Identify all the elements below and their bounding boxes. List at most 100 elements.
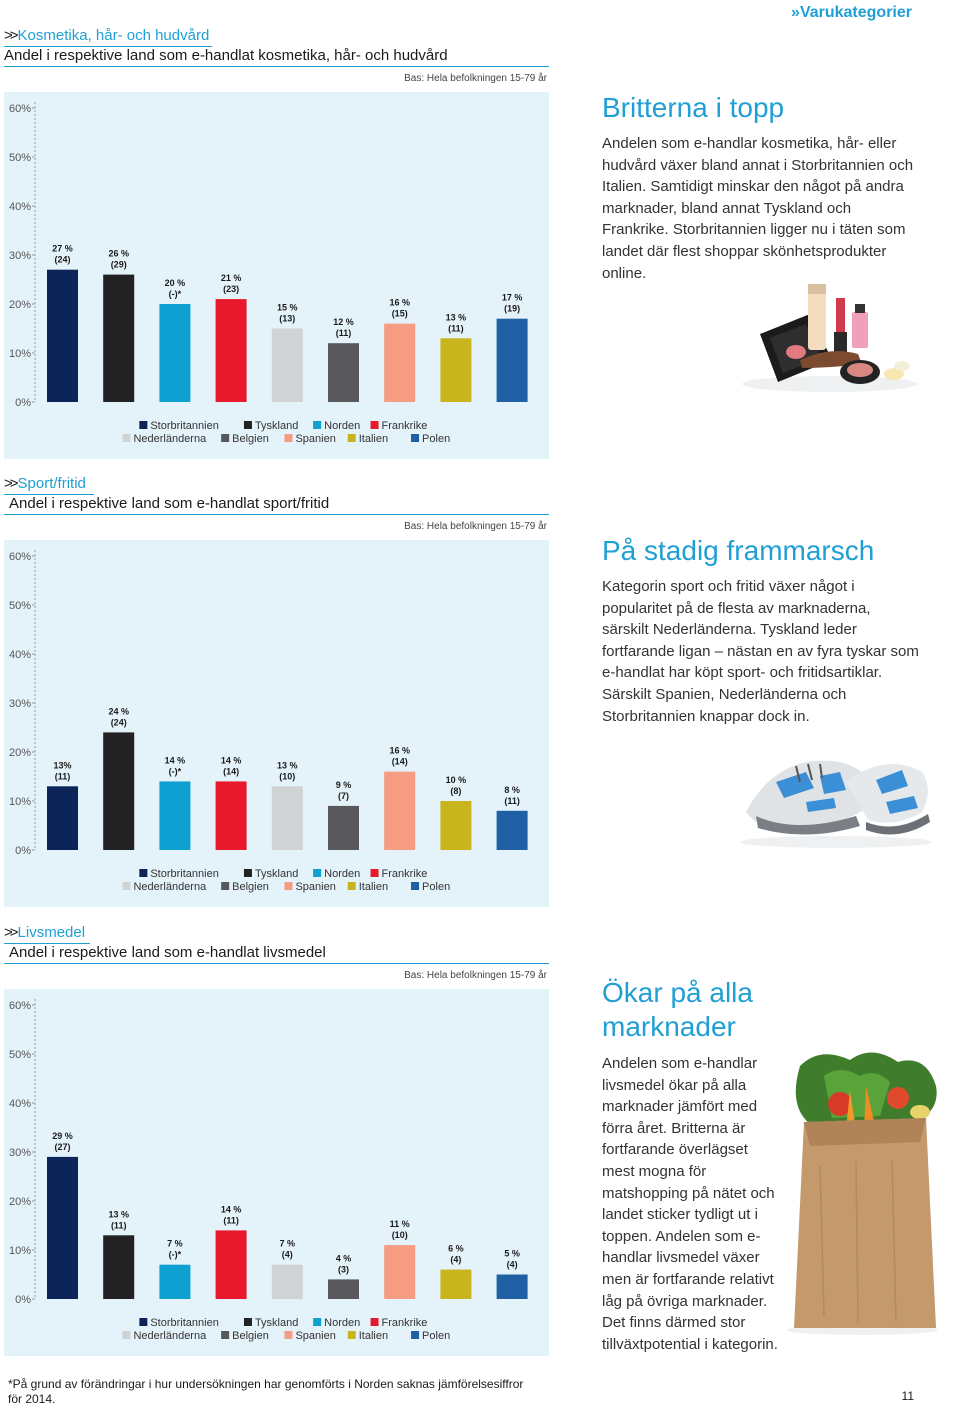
y-tick-label: 40% bbox=[9, 649, 31, 661]
legend-label: Italien bbox=[359, 433, 388, 445]
data-label-previous: (10) bbox=[392, 1230, 408, 1240]
legend-swatch-nederländerna bbox=[122, 434, 131, 442]
data-label-previous: (-)* bbox=[169, 1250, 182, 1260]
legend-label: Spanien bbox=[295, 1330, 335, 1342]
y-tick-label: 60% bbox=[9, 1000, 31, 1012]
bar-frankrike bbox=[215, 1230, 247, 1299]
y-tick-label: 20% bbox=[9, 747, 31, 759]
data-label: 29 % bbox=[52, 1131, 73, 1141]
cosmetics-photo bbox=[742, 284, 918, 392]
data-label: 11 % bbox=[390, 1219, 410, 1229]
double-chevron-icon: » bbox=[791, 4, 800, 21]
bar-spanien bbox=[384, 323, 416, 402]
legend-label: Nederländerna bbox=[133, 433, 207, 445]
data-label-previous: (11) bbox=[111, 1220, 127, 1230]
bar-polen bbox=[496, 318, 528, 402]
y-tick-label: 20% bbox=[9, 1196, 31, 1208]
legend-label: Spanien bbox=[295, 881, 335, 893]
section-title-kosmetika: >> Kosmetika, hår- och hudvård bbox=[4, 27, 210, 44]
article-heading: På stadig frammarsch bbox=[602, 535, 875, 566]
legend-label: Polen bbox=[422, 433, 450, 445]
legend-swatch-frankrike bbox=[370, 1318, 379, 1326]
grocery-bag-photo bbox=[786, 1052, 938, 1335]
y-tick-label: 20% bbox=[9, 299, 31, 311]
double-chevron-icon: >> bbox=[4, 924, 18, 941]
base-note: Bas: Hela befolkningen 15-79 år bbox=[404, 521, 547, 532]
data-label: 26 % bbox=[108, 249, 129, 259]
article-body: Kategorin sport och fritid växer något i… bbox=[602, 578, 919, 725]
section-rule bbox=[4, 963, 549, 964]
bar-norden bbox=[159, 781, 191, 850]
legend-swatch-italien bbox=[347, 882, 356, 890]
bar-spanien bbox=[384, 1245, 416, 1299]
y-tick-label: 50% bbox=[9, 600, 31, 612]
y-tick-label: 60% bbox=[9, 551, 31, 563]
legend-label: Storbritannien bbox=[150, 420, 219, 432]
bar-norden bbox=[159, 304, 191, 402]
bar-storbritannien bbox=[47, 269, 78, 402]
section-underline bbox=[4, 943, 90, 944]
section-title-livsmedel: >> Livsmedel bbox=[4, 924, 86, 941]
legend-swatch-tyskland bbox=[243, 1318, 252, 1326]
legend-swatch-polen bbox=[411, 1331, 420, 1339]
data-label: 24 % bbox=[108, 706, 129, 716]
footnote: *På grund av förändringar i hur undersök… bbox=[8, 1377, 524, 1406]
legend-label: Belgien bbox=[232, 433, 269, 445]
y-tick-label: 0% bbox=[15, 397, 31, 409]
bar-norden bbox=[159, 1264, 191, 1299]
data-label: 13% bbox=[53, 760, 71, 770]
data-label: 14 % bbox=[221, 1204, 242, 1214]
data-label-previous: (29) bbox=[111, 260, 127, 270]
legend-swatch-nederländerna bbox=[122, 882, 131, 890]
data-label: 4 % bbox=[336, 1253, 352, 1263]
section-subtitle: Andel i respektive land som e-handlat sp… bbox=[9, 495, 330, 512]
data-label: 13 % bbox=[446, 312, 467, 322]
chart-panel-kosmetika: Bas: Hela befolkningen 15-79 år 0% 10% 20%… bbox=[4, 73, 549, 459]
category-label: »Varukategorier bbox=[791, 4, 912, 22]
base-note: Bas: Hela befolkningen 15-79 år bbox=[404, 73, 547, 84]
data-label: 8 % bbox=[504, 785, 520, 795]
bar-spanien bbox=[384, 771, 416, 850]
data-label-previous: (27) bbox=[54, 1142, 70, 1152]
bar-nederländerna bbox=[271, 786, 303, 850]
legend-label: Nederländerna bbox=[133, 1330, 207, 1342]
section-subtitle: Andel i respektive land som e-handlat li… bbox=[9, 944, 326, 961]
y-tick-label: 60% bbox=[9, 103, 31, 115]
data-label-previous: (11) bbox=[336, 328, 352, 338]
legend-swatch-norden bbox=[313, 869, 322, 877]
section-rule bbox=[4, 66, 549, 67]
y-tick-label: 0% bbox=[15, 1294, 31, 1306]
article-body: Andelen som e-handlar livsmedel ökar på … bbox=[602, 1055, 778, 1353]
section-subtitle: Andel i respektive land som e-handlat ko… bbox=[4, 47, 448, 64]
legend-swatch-norden bbox=[313, 1318, 322, 1326]
data-label: 13 % bbox=[108, 1209, 129, 1219]
legend-label: Italien bbox=[359, 881, 388, 893]
data-label: 5 % bbox=[504, 1249, 520, 1259]
section-underline bbox=[4, 46, 212, 47]
data-label-previous: (19) bbox=[504, 304, 520, 314]
data-label: 27 % bbox=[52, 244, 73, 254]
bar-chart-kosmetika: 0% 10% 20% 30% 40% 50% 60% 27 %(24) 26 %(29) 20 %… bbox=[9, 102, 528, 445]
legend-swatch-belgien bbox=[221, 434, 230, 442]
double-chevron-icon: >> bbox=[4, 27, 18, 44]
bar-storbritannien bbox=[47, 1156, 78, 1299]
legend-label: Frankrike bbox=[382, 1317, 428, 1329]
legend-swatch-italien bbox=[347, 1331, 356, 1339]
y-tick-label: 30% bbox=[9, 250, 31, 262]
data-label-previous: (8) bbox=[450, 786, 461, 796]
bar-italien bbox=[440, 338, 472, 402]
legend-label: Belgien bbox=[232, 1330, 269, 1342]
y-tick-label: 10% bbox=[9, 1245, 31, 1257]
legend-label: Belgien bbox=[232, 881, 269, 893]
data-label-previous: (13) bbox=[279, 314, 295, 324]
y-tick-label: 10% bbox=[9, 796, 31, 808]
legend-label: Norden bbox=[324, 420, 360, 432]
page-number: 11 bbox=[901, 1389, 914, 1403]
data-label-previous: (-)* bbox=[169, 766, 182, 776]
article-body: Andelen som e-handlar kosmetika, hår- el… bbox=[602, 135, 914, 282]
bar-chart-livsmedel: 0%10%20%30%40%50%60%29 %(27)13 %(11)7 %(… bbox=[9, 999, 528, 1342]
legend-label: Tyskland bbox=[255, 1317, 298, 1329]
bar-storbritannien bbox=[47, 786, 78, 850]
data-label-previous: (15) bbox=[392, 309, 408, 319]
bar-tyskland bbox=[103, 732, 135, 850]
